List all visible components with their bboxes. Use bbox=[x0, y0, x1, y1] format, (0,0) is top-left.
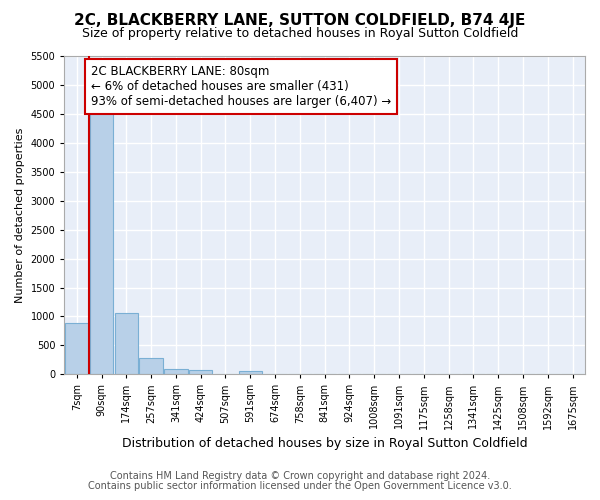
Bar bbox=[239, 370, 262, 374]
Text: Contains HM Land Registry data © Crown copyright and database right 2024.: Contains HM Land Registry data © Crown c… bbox=[110, 471, 490, 481]
Text: 2C, BLACKBERRY LANE, SUTTON COLDFIELD, B74 4JE: 2C, BLACKBERRY LANE, SUTTON COLDFIELD, B… bbox=[74, 12, 526, 28]
Bar bbox=[139, 358, 163, 374]
X-axis label: Distribution of detached houses by size in Royal Sutton Coldfield: Distribution of detached houses by size … bbox=[122, 437, 527, 450]
Bar bbox=[164, 369, 188, 374]
Bar bbox=[65, 324, 89, 374]
Text: Contains public sector information licensed under the Open Government Licence v3: Contains public sector information licen… bbox=[88, 481, 512, 491]
Y-axis label: Number of detached properties: Number of detached properties bbox=[15, 128, 25, 303]
Text: Size of property relative to detached houses in Royal Sutton Coldfield: Size of property relative to detached ho… bbox=[82, 28, 518, 40]
Text: 2C BLACKBERRY LANE: 80sqm
← 6% of detached houses are smaller (431)
93% of semi-: 2C BLACKBERRY LANE: 80sqm ← 6% of detach… bbox=[91, 65, 391, 108]
Bar bbox=[189, 370, 212, 374]
Bar bbox=[90, 111, 113, 374]
Bar bbox=[115, 313, 138, 374]
